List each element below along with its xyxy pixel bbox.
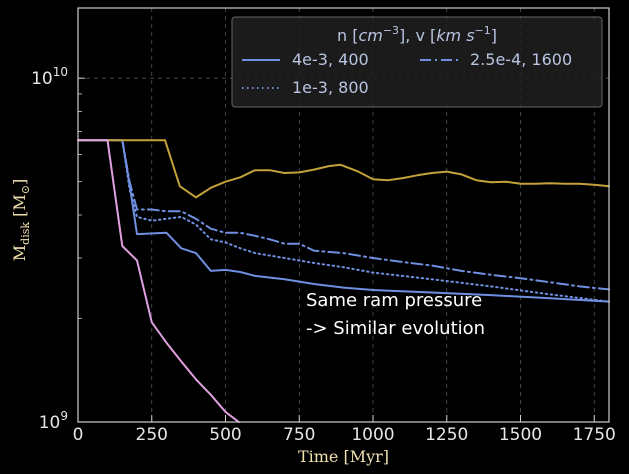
- legend-entry-label: 1e-3, 800: [292, 78, 369, 97]
- series-line-2: [77, 139, 610, 291]
- y-tick-label: 1010: [31, 65, 68, 89]
- legend-entries: 4e-3, 400 1e-3, 800 2.5e-4, 1600: [242, 50, 572, 97]
- legend-title: n [cm−3], v [km s−1]: [337, 24, 497, 45]
- y-axis-label: Mdisk [M⊙]: [10, 179, 32, 261]
- x-tick-label: 1000: [351, 425, 394, 445]
- tick-labels: 0 250 500 750 1000 1250 1500 1750 109 1010: [31, 65, 616, 445]
- legend: n [cm−3], v [km s−1] 4e-3, 400 1e-3, 800 2…: [231, 16, 603, 108]
- x-tick-label: 1250: [425, 425, 468, 445]
- annotation-line-2: -> Similar evolution: [306, 318, 485, 339]
- x-tick-label: 750: [283, 425, 315, 445]
- legend-box: [231, 16, 603, 108]
- series-line-0: [77, 139, 610, 303]
- series-line-3: [77, 139, 610, 199]
- annotation: Same ram pressure -> Similar evolution: [306, 290, 485, 339]
- x-tick-label: 1750: [573, 425, 616, 445]
- series-line-4: [77, 139, 240, 423]
- ticks: [77, 77, 595, 423]
- annotation-line-1: Same ram pressure: [306, 290, 482, 311]
- x-axis-label: Time [Myr]: [298, 447, 389, 466]
- series-line-1: [77, 139, 610, 303]
- x-tick-label: 500: [209, 425, 241, 445]
- y-tick-label: 109: [39, 409, 68, 433]
- legend-entry-label: 2.5e-4, 1600: [470, 50, 572, 69]
- x-tick-label: 1500: [499, 425, 542, 445]
- x-tick-label: 250: [136, 425, 168, 445]
- x-tick-label: 0: [73, 425, 84, 445]
- series-layer: [77, 139, 610, 423]
- legend-entry-label: 4e-3, 400: [292, 50, 369, 69]
